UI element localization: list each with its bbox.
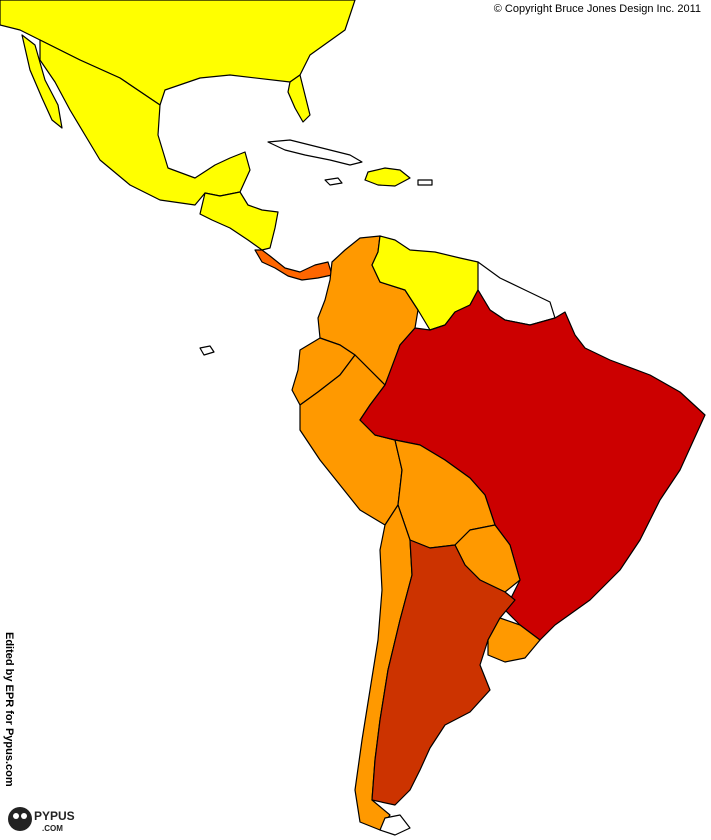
region-florida <box>287 74 311 123</box>
logo-text: PYPUS <box>34 809 75 823</box>
pypus-logo: PYPUS .COM <box>8 807 75 833</box>
region-costa-rica-panama <box>254 249 333 281</box>
region-puerto-rico <box>417 179 433 186</box>
region-north-america <box>0 0 356 106</box>
copyright-text: © Copyright Bruce Jones Design Inc. 2011 <box>493 3 701 15</box>
logo-subtext: .COM <box>42 824 63 833</box>
region-tierra-del-fuego <box>379 814 411 836</box>
region-uruguay <box>487 617 541 663</box>
region-hispaniola <box>364 167 411 187</box>
edited-by-text: Edited by EPR for Pypus.com <box>3 632 15 787</box>
region-cuba <box>267 139 363 166</box>
region-central-america <box>199 191 279 251</box>
region-argentina <box>371 539 516 806</box>
region-baja <box>21 34 63 129</box>
region-jamaica <box>324 177 343 186</box>
region-galapagos <box>199 345 215 356</box>
